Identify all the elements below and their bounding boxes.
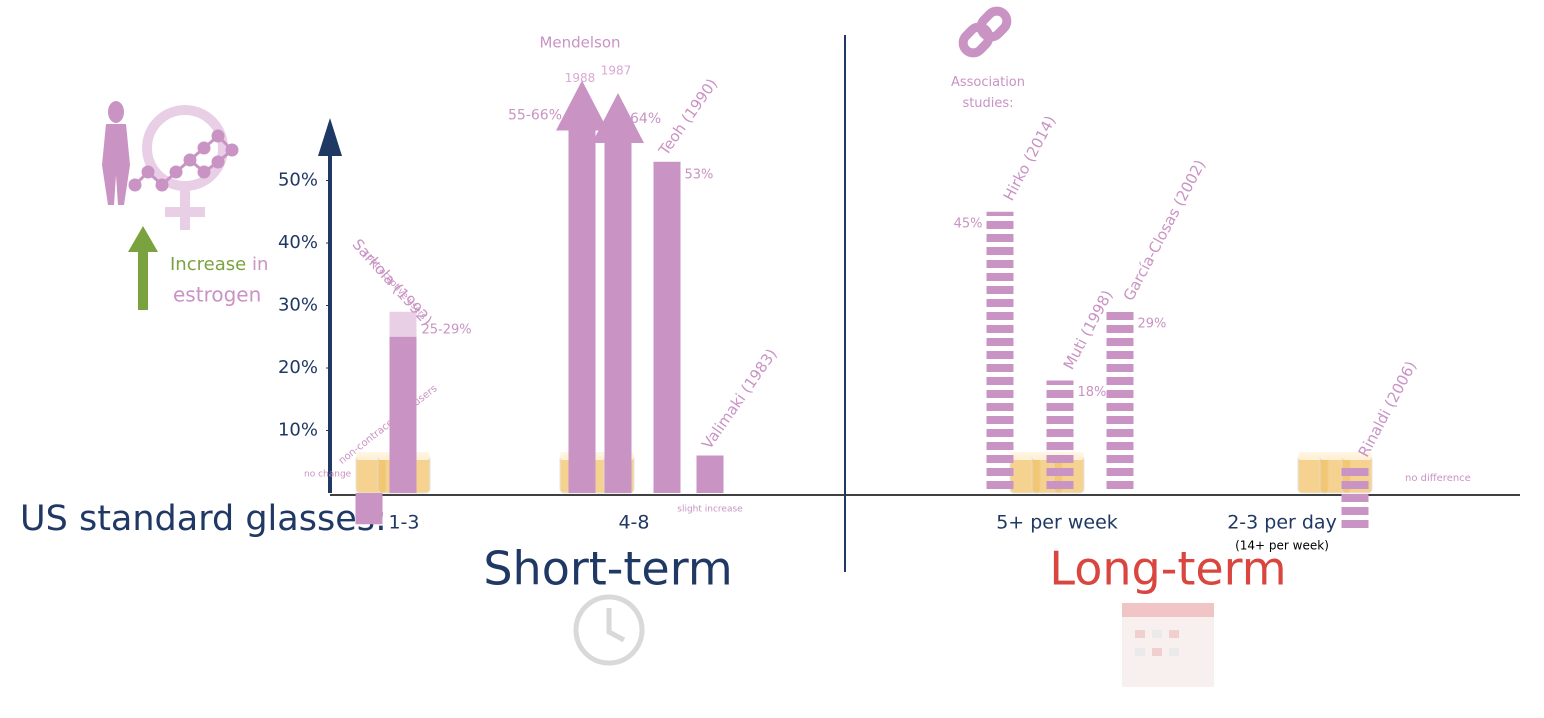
group-label: Short-term <box>483 542 732 596</box>
x-tick-label: 2-3 per day <box>1227 512 1337 534</box>
value-label: 25-29% <box>422 322 472 337</box>
value-label: 18% <box>1078 385 1107 400</box>
dashed-bar <box>986 211 1014 493</box>
value-label: slight increase <box>677 505 743 515</box>
woman-icon <box>102 101 130 205</box>
bar <box>389 336 417 493</box>
molecule-icon <box>128 129 239 192</box>
study-label: 1988 <box>565 71 596 85</box>
value-label: no difference <box>1405 473 1471 484</box>
dashed-bar <box>1106 311 1134 493</box>
y-tick-label: 50% <box>278 170 318 191</box>
legend-text: Increase <box>170 254 246 275</box>
y-axis-arrowhead <box>318 118 342 156</box>
dashed-bar <box>1341 468 1369 531</box>
value-label: 45% <box>954 216 983 231</box>
legend-arrow-shaft <box>138 250 148 310</box>
x-tick-label: 5+ per week <box>996 512 1118 534</box>
chain-icon <box>958 6 1012 58</box>
bar <box>696 455 724 493</box>
group-label: Long-term <box>1049 542 1286 596</box>
arrow-bar <box>592 93 644 493</box>
legend-text: estrogen <box>173 283 261 307</box>
y-tick-label: 30% <box>278 295 318 316</box>
legend-arrowhead <box>128 226 158 252</box>
study-label: Teoh (1990) <box>655 75 721 159</box>
value-label: 55-66% <box>508 108 562 124</box>
study-label: Valimaki (1983) <box>698 345 780 452</box>
x-tick-label: 1-3 <box>388 512 419 534</box>
beer-mug-icon <box>1297 452 1373 494</box>
axis-label: US standard glasses: <box>20 499 387 539</box>
heading: Association studies: <box>951 75 1025 111</box>
y-tick-label: 10% <box>278 420 318 441</box>
heading: Mendelson <box>539 34 620 52</box>
value-label: 64% <box>630 111 661 127</box>
bar-range <box>389 311 417 337</box>
value-label: 29% <box>1138 316 1167 331</box>
bar <box>355 493 383 525</box>
calendar-icon <box>1122 603 1214 687</box>
y-tick-label: 40% <box>278 232 318 253</box>
dashed-bar <box>1046 380 1074 493</box>
mug-foam <box>1342 452 1372 460</box>
venus-icon <box>142 105 228 230</box>
study-label: Rinaldi (2006) <box>1355 358 1421 460</box>
study-note: contraceptive users <box>361 249 428 322</box>
x-tick-sublabel: (14+ per week) <box>1235 539 1329 553</box>
study-label: 1987 <box>601 64 632 78</box>
value-label: 53% <box>685 167 714 182</box>
study-label: García-Closas (2002) <box>1120 157 1210 304</box>
study-label: no change <box>304 470 352 480</box>
study-label: Hirko (2014) <box>1000 113 1060 204</box>
legend-text: in <box>252 254 268 275</box>
y-tick-label: 20% <box>278 357 318 378</box>
clock-icon <box>573 594 645 666</box>
arrow-bar <box>556 80 608 493</box>
x-tick-label: 4-8 <box>618 512 649 534</box>
bar <box>653 161 681 493</box>
